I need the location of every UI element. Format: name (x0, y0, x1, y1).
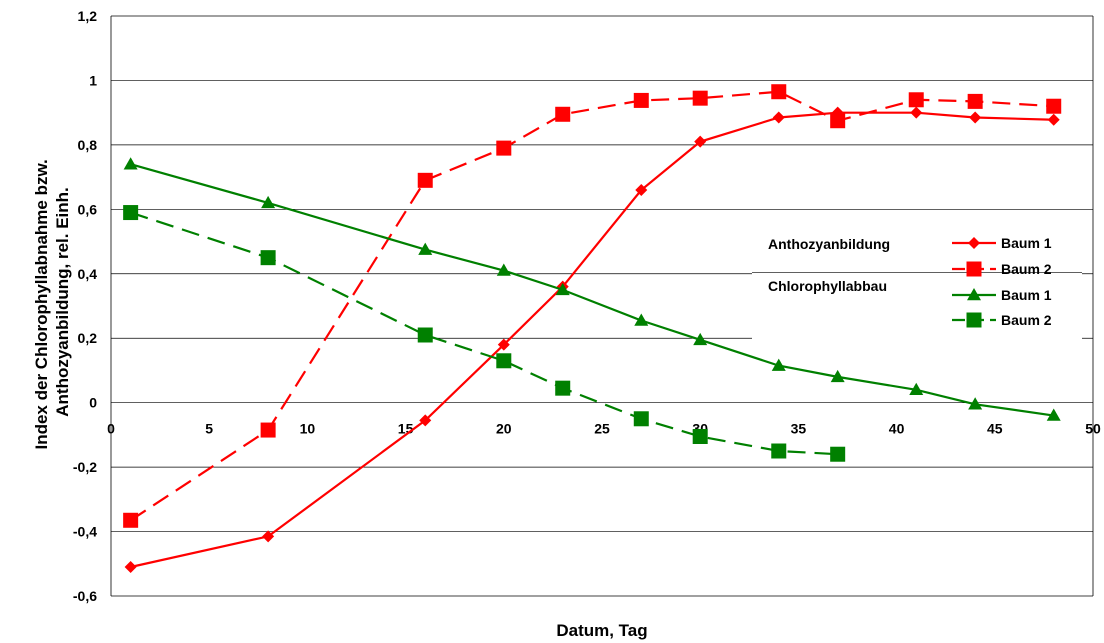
data-point-chl-baum2-7 (771, 443, 787, 459)
series-anth-baum2 (123, 84, 1062, 528)
series-line-chl-baum2 (130, 211, 838, 456)
x-tick-label-1: 5 (205, 421, 213, 437)
series-line-anth-baum2 (130, 90, 1054, 522)
legend-entry-anth-baum2: Baum 2 (952, 261, 1052, 277)
data-point-anth-baum1-9 (910, 106, 923, 119)
legend-marker-anth-baum1 (968, 237, 980, 249)
x-tick-label-5: 25 (594, 421, 610, 437)
data-point-chl-baum2-3 (496, 353, 512, 369)
y-tick-label-8: -0,4 (73, 524, 97, 540)
data-point-anth-baum1-6 (694, 135, 707, 148)
y-tick-label-9: -0,6 (73, 588, 97, 604)
data-point-chl-baum2-0 (123, 205, 139, 221)
y-tick-label-0: 1,2 (78, 8, 98, 24)
data-point-chl-baum1-0 (123, 157, 138, 170)
y-tick-label-4: 0,4 (78, 266, 98, 282)
data-point-anth-baum1-10 (969, 111, 982, 124)
data-point-chl-baum1-1 (261, 195, 276, 209)
data-point-anth-baum1-5 (635, 184, 648, 196)
data-point-chl-baum1-10 (968, 397, 983, 410)
data-point-anth-baum1-0 (124, 561, 137, 573)
data-point-chl-baum1-6 (693, 332, 708, 346)
y-tick-label-2: 0,8 (78, 137, 98, 153)
grid-lines (110, 15, 1094, 597)
y-axis-tick-labels: 1,2 1 0,8 0,6 0,4 0,2 0 -0,2 -0,4 -0,6 (73, 8, 97, 604)
y-axis-title-line-1: Index der Chlorophyllabnahme bzw. (32, 159, 51, 449)
data-point-anth-baum2-3 (496, 140, 512, 156)
y-tick-label-7: -0,2 (73, 459, 97, 475)
x-tick-label-0: 0 (107, 421, 115, 437)
y-tick-label-3: 0,6 (78, 201, 98, 217)
y-tick-label-1: 1 (89, 72, 97, 88)
data-point-chl-baum2-2 (417, 327, 433, 343)
x-tick-label-4: 20 (496, 421, 512, 437)
x-tick-label-7: 35 (791, 421, 807, 437)
x-tick-label-2: 10 (300, 421, 316, 437)
data-point-anth-baum2-8 (830, 113, 846, 129)
legend-marker-anth-baum2 (966, 261, 982, 277)
data-point-chl-baum1-7 (771, 358, 786, 371)
data-point-chl-baum1-3 (496, 263, 511, 276)
legend-box (752, 224, 1082, 342)
data-point-anth-baum2-1 (260, 422, 276, 438)
data-point-anth-baum2-0 (123, 512, 139, 528)
x-axis-tick-labels: 0 5 10 15 20 25 30 35 40 45 50 (107, 421, 1101, 437)
series-chl-baum2 (123, 205, 846, 462)
x-tick-label-9: 45 (987, 421, 1003, 437)
series-chl-baum1 (123, 157, 1061, 421)
legend-group-chlorophyllabbau: Chlorophyllabbau (768, 278, 887, 294)
data-point-chl-baum1-4 (555, 282, 570, 296)
data-point-anth-baum1-3 (497, 338, 510, 351)
legend-label-chl-baum1: Baum 1 (1001, 287, 1052, 303)
legend: Anthozyanbildung Chlorophyllabbau Baum 1… (752, 224, 1082, 342)
data-point-chl-baum2-5 (633, 411, 649, 427)
legend-group-anthozyanbildung: Anthozyanbildung (768, 236, 890, 252)
data-point-anth-baum2-4 (555, 106, 571, 122)
data-point-chl-baum2-1 (260, 250, 276, 266)
data-point-chl-baum1-9 (909, 382, 924, 396)
legend-label-anth-baum1: Baum 1 (1001, 235, 1052, 251)
data-point-chl-baum1-8 (830, 369, 845, 383)
legend-entry-chl-baum1: Baum 1 (952, 287, 1052, 303)
series-layer (123, 84, 1062, 573)
data-point-anth-baum2-9 (908, 92, 924, 108)
y-axis-title: Index der Chlorophyllabnahme bzw. Anthoz… (32, 154, 72, 449)
data-point-anth-baum2-5 (633, 92, 649, 108)
legend-marker-chl-baum1 (967, 288, 981, 301)
legend-entry-anth-baum1: Baum 1 (952, 235, 1052, 251)
legend-entry-chl-baum2: Baum 2 (952, 312, 1052, 328)
data-point-anth-baum2-10 (967, 93, 983, 109)
x-tick-label-10: 50 (1085, 421, 1101, 437)
data-point-anth-baum2-6 (692, 90, 708, 106)
data-point-chl-baum1-2 (418, 242, 433, 255)
data-point-chl-baum1-11 (1046, 408, 1061, 421)
data-point-anth-baum1-1 (262, 530, 275, 543)
data-point-anth-baum2-7 (771, 84, 787, 100)
data-point-anth-baum1-7 (772, 111, 785, 124)
data-point-anth-baum2-2 (417, 172, 433, 188)
data-point-chl-baum2-6 (692, 429, 708, 444)
y-tick-label-6: 0 (89, 395, 97, 411)
data-point-chl-baum2-4 (555, 380, 571, 396)
legend-marker-chl-baum2 (966, 312, 982, 328)
data-point-anth-baum1-2 (419, 414, 432, 427)
series-line-anth-baum1 (130, 111, 1054, 569)
x-tick-label-8: 40 (889, 421, 905, 437)
legend-label-anth-baum2: Baum 2 (1001, 261, 1052, 277)
data-point-chl-baum1-5 (634, 313, 649, 326)
data-point-anth-baum2-11 (1046, 98, 1062, 114)
legend-label-chl-baum2: Baum 2 (1001, 312, 1052, 328)
data-point-chl-baum2-8 (830, 446, 846, 462)
data-point-anth-baum1-11 (1047, 113, 1060, 126)
y-tick-label-5: 0,2 (78, 330, 98, 346)
series-line-chl-baum1 (130, 163, 1054, 417)
x-axis-title: Datum, Tag (556, 621, 647, 640)
y-axis-title-line-2: Anthozyanbildung, rel. Einh. (53, 187, 72, 417)
